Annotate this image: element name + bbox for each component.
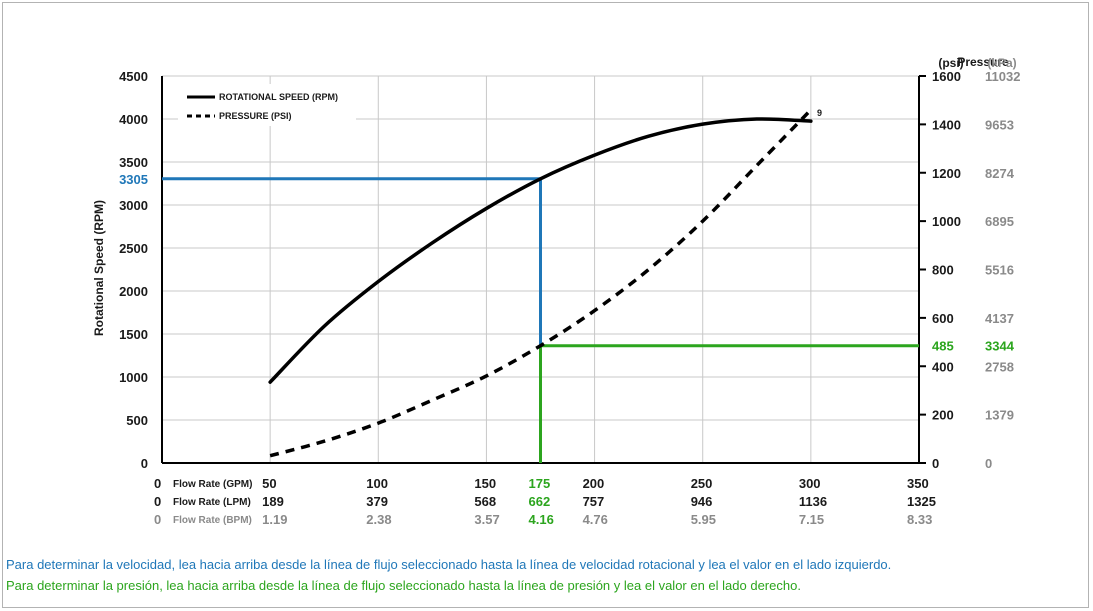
right-tick-label-psi: 600	[932, 311, 954, 326]
flow-tick-label: 379	[366, 494, 388, 509]
flow-tick-label: 1325	[907, 494, 936, 509]
flow-tick-label: 3.57	[474, 512, 499, 527]
right-tick-label-kpa: 4137	[985, 311, 1014, 326]
left-tick-label: 0	[141, 456, 148, 471]
right-tick-label-psi: 1000	[932, 214, 961, 229]
right-tick-label-kpa: 2758	[985, 359, 1014, 374]
flow-tick-label: 189	[262, 494, 284, 509]
flow-tick-label: 150	[474, 476, 496, 491]
left-tick-label: 1000	[119, 370, 148, 385]
right-tick-label-psi: 1200	[932, 166, 961, 181]
flow-tick-label: 757	[583, 494, 605, 509]
flow-tick-label: 2.38	[366, 512, 391, 527]
left-tick-label: 3500	[119, 155, 148, 170]
right-tick-label-kpa: 9653	[985, 117, 1014, 132]
flow-row-zero: 0	[154, 494, 161, 509]
pressure-highlight-kpa: 3344	[985, 339, 1015, 354]
left-tick-label: 4500	[119, 69, 148, 84]
right-tick-label-psi: 400	[932, 359, 954, 374]
left-tick-label: 1500	[119, 327, 148, 342]
left-tick-label: 500	[126, 413, 148, 428]
flow-tick-label: 8.33	[907, 512, 932, 527]
pressure-highlight-bg	[929, 336, 1014, 354]
left-axis-title: Rotational Speed (RPM)	[92, 200, 106, 336]
flow-tick-label: 4.16	[529, 512, 554, 527]
right-tick-label-psi: 1400	[932, 117, 961, 132]
left-tick-label: 2000	[119, 284, 148, 299]
flow-tick-label: 1136	[799, 494, 827, 509]
flow-row-label: Flow Rate (LPM)	[173, 497, 251, 508]
legend-background	[178, 84, 356, 126]
flow-tick-label: 5.95	[691, 512, 716, 527]
right-axis-unit-kpa: (kPa)	[987, 56, 1016, 70]
endpoint-label: 9	[817, 108, 822, 118]
series-lines	[268, 108, 813, 458]
flow-tick-label: 100	[366, 476, 388, 491]
flow-tick-label: 4.76	[583, 512, 608, 527]
flow-row-label: Flow Rate (GPM)	[173, 479, 252, 490]
pressure-instruction: Para determinar la presión, lea hacia ar…	[6, 578, 801, 593]
pressure-line	[269, 108, 813, 458]
rotational-speed-line	[268, 117, 813, 384]
right-tick-label-psi: 800	[932, 263, 954, 278]
right-tick-label-kpa: 0	[985, 456, 992, 471]
right-tick-label-kpa: 6895	[985, 214, 1014, 229]
flow-tick-label: 662	[529, 494, 551, 509]
right-axis-unit-psi: (psi)	[938, 56, 963, 70]
flow-tick-label: 568	[474, 494, 496, 509]
left-tick-label: 4000	[119, 112, 148, 127]
left-tick-label: 2500	[119, 241, 148, 256]
legend: ROTATIONAL SPEED (RPM) PRESSURE (PSI)	[178, 84, 356, 126]
flow-tick-label: 300	[799, 476, 821, 491]
right-tick-label-kpa: 1379	[985, 408, 1014, 423]
speed-instruction: Para determinar la velocidad, lea hacia …	[6, 557, 892, 572]
flow-tick-label: 175	[529, 476, 551, 491]
flow-tick-label: 200	[583, 476, 605, 491]
speed-highlight-bg	[108, 169, 150, 186]
legend-pressure-label: PRESSURE (PSI)	[219, 111, 292, 121]
left-tick-label: 3000	[119, 198, 148, 213]
flow-tick-label: 1.19	[262, 512, 287, 527]
right-tick-label-psi: 0	[932, 456, 939, 471]
flow-tick-label: 946	[691, 494, 713, 509]
flow-row-label: Flow Rate (BPM)	[173, 515, 252, 526]
right-tick-label-kpa: 8274	[985, 166, 1015, 181]
flow-tick-label: 350	[907, 476, 929, 491]
right-tick-label-psi: 200	[932, 408, 954, 423]
flow-row-zero: 0	[154, 512, 161, 527]
right-axis-title: Pressure	[957, 55, 1009, 69]
flow-row-zero: 0	[154, 476, 161, 491]
speed-highlight-label: 3305	[119, 172, 148, 187]
legend-speed-label: ROTATIONAL SPEED (RPM)	[219, 92, 338, 102]
guide-lines	[162, 177, 919, 463]
right-tick-label-psi: 1600	[932, 69, 961, 84]
flow-tick-label: 7.15	[799, 512, 824, 527]
flow-tick-label: 50	[262, 476, 276, 491]
flow-tick-label: 250	[691, 476, 713, 491]
axes	[161, 75, 926, 464]
right-tick-label-kpa: 11032	[985, 69, 1020, 84]
right-tick-label-kpa: 5516	[985, 263, 1014, 278]
pressure-highlight-psi: 485	[932, 339, 954, 354]
